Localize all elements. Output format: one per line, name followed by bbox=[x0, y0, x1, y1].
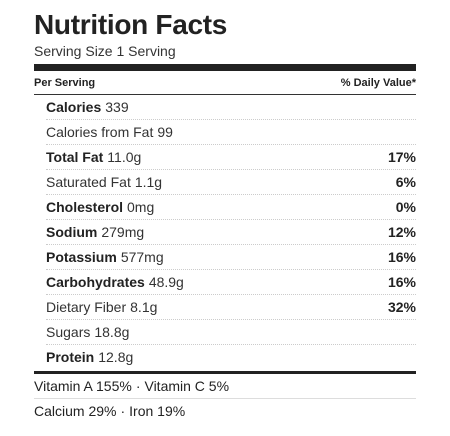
nutrient-amount: 18.8g bbox=[94, 324, 130, 340]
nutrient-row-calories-from-fat: Calories from Fat 99 bbox=[46, 120, 416, 145]
serving-size: Serving Size 1 Serving bbox=[34, 43, 176, 59]
nutrient-row-sugars: Sugars 18.8g bbox=[46, 320, 416, 345]
nutrient-amount: 48.9g bbox=[148, 274, 184, 290]
vitamin-c: Vitamin C 5% bbox=[144, 378, 230, 394]
nutrient-name: Total Fat bbox=[46, 149, 104, 165]
nutrient-name: Sugars bbox=[46, 324, 91, 340]
nutrient-daily-value: 17% bbox=[387, 149, 416, 165]
nutrient-name: Dietary Fiber bbox=[46, 299, 127, 315]
nutrient-amount: 279mg bbox=[101, 224, 145, 240]
nutrient-daily-value: 6% bbox=[395, 174, 416, 190]
nutrient-daily-value: 32% bbox=[387, 299, 416, 315]
nutrient-list: Calories 339 Calories from Fat 99 Total Fa… bbox=[34, 95, 416, 369]
nutrient-row-calories: Calories 339 bbox=[46, 95, 416, 120]
nutrient-row-potassium: Potassium 577mg 16% bbox=[46, 245, 416, 270]
nutrient-row-sodium: Sodium 279mg 12% bbox=[46, 220, 416, 245]
nutrient-row-saturated-fat: Saturated Fat 1.1g 6% bbox=[46, 170, 416, 195]
thick-divider bbox=[34, 64, 416, 71]
nutrient-name: Saturated Fat bbox=[46, 174, 131, 190]
daily-value-heading: % Daily Value* bbox=[340, 77, 416, 89]
nutrient-amount: 11.0g bbox=[107, 149, 142, 165]
nutrient-name: Protein bbox=[46, 349, 95, 365]
vitamins-section: Vitamin A 155% · Vitamin C 5% Calcium 29… bbox=[34, 374, 416, 423]
header-divider bbox=[34, 94, 416, 95]
vitamins-line-1: Vitamin A 155% · Vitamin C 5% bbox=[34, 374, 416, 398]
nutrient-name: Sodium bbox=[46, 224, 98, 240]
nutrient-amount: 577mg bbox=[120, 249, 164, 265]
vitamin-a: Vitamin A 155% bbox=[34, 378, 132, 394]
nutrient-amount: 99 bbox=[157, 124, 173, 140]
nutrient-amount: 1.1g bbox=[134, 174, 163, 190]
separator-dot: · bbox=[135, 378, 141, 394]
nutrient-row-total-fat: Total Fat 11.0g 17% bbox=[46, 145, 416, 170]
nutrient-daily-value: 16% bbox=[387, 274, 416, 290]
nutrient-amount: 339 bbox=[105, 99, 129, 115]
nutrient-name: Carbohydrates bbox=[46, 274, 145, 290]
nutrient-row-dietary-fiber: Dietary Fiber 8.1g 32% bbox=[46, 295, 416, 320]
nutrient-name: Potassium bbox=[46, 249, 117, 265]
nutrient-row-carbohydrates: Carbohydrates 48.9g 16% bbox=[46, 270, 416, 295]
table-header: Per Serving % Daily Value* bbox=[34, 72, 416, 94]
nutrient-name: Calories from Fat bbox=[46, 124, 154, 140]
label-title: Nutrition Facts bbox=[34, 9, 228, 40]
iron: Iron 19% bbox=[129, 403, 186, 419]
calcium: Calcium 29% bbox=[34, 403, 117, 419]
nutrient-daily-value: 0% bbox=[395, 199, 416, 215]
nutrient-daily-value: 16% bbox=[387, 249, 416, 265]
nutrient-amount: 8.1g bbox=[130, 299, 158, 315]
vitamins-line-2: Calcium 29% · Iron 19% bbox=[34, 398, 416, 423]
nutrient-amount: 12.8g bbox=[98, 349, 134, 365]
nutrient-row-protein: Protein 12.8g bbox=[46, 345, 416, 369]
nutrient-name: Calories bbox=[46, 99, 102, 115]
nutrient-name: Cholesterol bbox=[46, 199, 124, 215]
per-serving-heading: Per Serving bbox=[34, 77, 96, 89]
nutrient-amount: 0mg bbox=[127, 199, 155, 215]
bottom-divider bbox=[34, 371, 416, 374]
separator-dot: · bbox=[120, 403, 126, 419]
nutrient-row-cholesterol: Cholesterol 0mg 0% bbox=[46, 195, 416, 220]
nutrient-daily-value: 12% bbox=[387, 224, 416, 240]
